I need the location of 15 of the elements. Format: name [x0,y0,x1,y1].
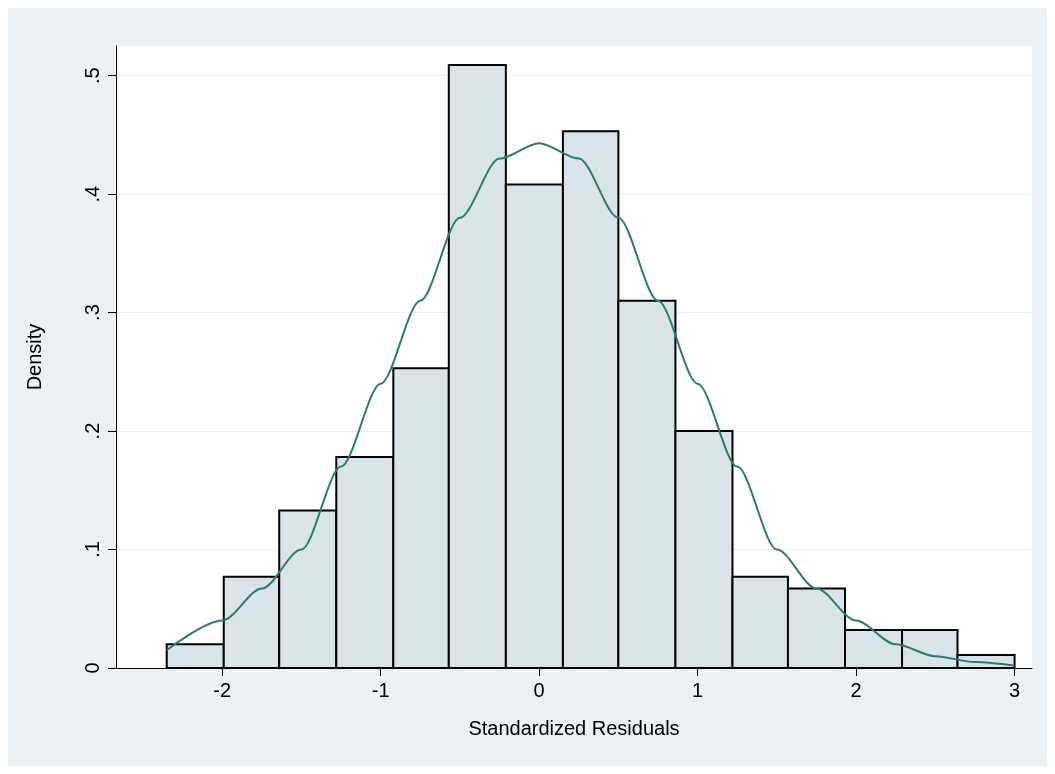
y-tick-label: .5 [81,67,103,84]
y-axis-title: Density [23,323,45,391]
x-tick-label: 1 [692,679,704,701]
x-tick-label: -2 [213,679,232,701]
x-tick-label: 2 [850,679,862,701]
y-tick-label: .4 [81,185,103,203]
x-axis-title: Standardized Residuals [468,717,680,739]
y-tick-label: .3 [81,304,103,321]
x-tick-label: 3 [1009,679,1021,701]
y-tick-label: 0 [81,662,103,674]
x-tick-label: 0 [533,679,545,701]
x-tick-label: -1 [371,679,390,701]
y-tick-label: .2 [81,422,103,440]
line-series [165,142,1016,667]
y-tick-label: .1 [81,541,103,558]
